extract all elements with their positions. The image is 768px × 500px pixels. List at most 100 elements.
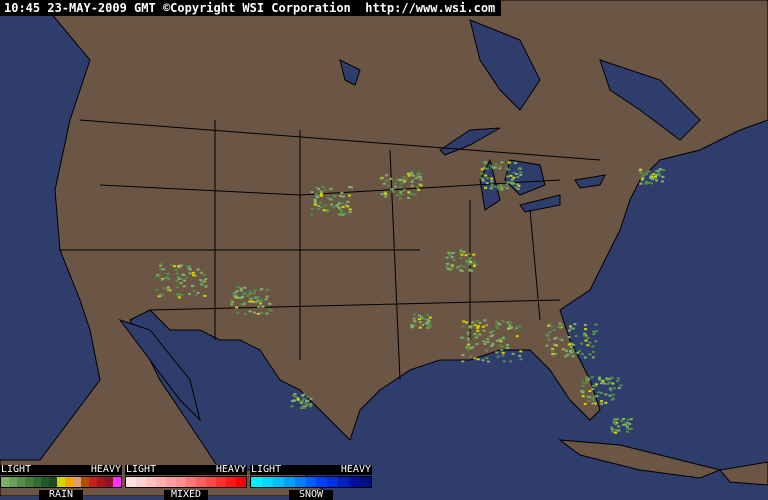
radar-echoes xyxy=(155,161,665,434)
radar-echo xyxy=(584,334,588,337)
radar-echo xyxy=(581,395,585,398)
radar-echo xyxy=(484,174,488,177)
radar-echo xyxy=(468,268,472,271)
radar-echo xyxy=(476,326,480,329)
radar-echo xyxy=(340,191,344,194)
radar-echo xyxy=(490,183,494,186)
radar-echo xyxy=(385,179,389,182)
radar-echo xyxy=(483,319,487,322)
radar-echo xyxy=(160,279,164,282)
radar-echo xyxy=(203,294,207,297)
radar-echo xyxy=(293,393,297,396)
radar-echo xyxy=(460,253,464,256)
radar-echo xyxy=(179,264,183,267)
radar-echo xyxy=(586,336,590,339)
radar-echo xyxy=(510,182,514,185)
radar-echo xyxy=(574,335,578,338)
radar-echo xyxy=(486,360,490,363)
radar-echo xyxy=(314,193,318,196)
legend-swatch xyxy=(81,477,89,487)
radar-echo xyxy=(248,293,252,296)
radar-echo xyxy=(568,325,572,328)
radar-echo xyxy=(506,343,510,346)
radar-echo xyxy=(466,331,470,334)
radar-echo xyxy=(316,208,320,211)
radar-echo xyxy=(450,264,454,267)
radar-echo xyxy=(518,325,522,328)
radar-echo xyxy=(424,322,428,325)
radar-echo xyxy=(608,387,612,390)
radar-echo xyxy=(395,178,399,181)
legend-swatch xyxy=(146,477,156,487)
radar-echo xyxy=(310,208,314,211)
radar-echo xyxy=(612,420,616,423)
radar-echo xyxy=(192,289,196,292)
radar-echo xyxy=(170,263,174,266)
radar-echo xyxy=(511,352,515,355)
radar-echo xyxy=(264,298,268,301)
legend-mixed: LIGHT HEAVY MIXED xyxy=(125,465,247,500)
radar-echo xyxy=(298,400,302,403)
radar-echo xyxy=(238,296,242,299)
radar-echo xyxy=(428,325,432,328)
radar-echo xyxy=(411,174,415,177)
radar-echo xyxy=(253,289,257,292)
radar-echo xyxy=(605,377,609,380)
radar-echo xyxy=(516,176,520,179)
radar-echo xyxy=(309,397,313,400)
radar-echo xyxy=(491,330,495,333)
radar-echo xyxy=(496,355,500,358)
radar-echo xyxy=(563,348,567,351)
radar-echo xyxy=(179,282,183,285)
radar-echo xyxy=(177,265,181,268)
radar-echo xyxy=(256,296,260,299)
radar-echo xyxy=(591,397,595,400)
radar-echo xyxy=(576,351,580,354)
radar-echo xyxy=(638,169,642,172)
radar-echo xyxy=(400,193,404,196)
legend-swatch xyxy=(166,477,176,487)
radar-echo xyxy=(592,395,596,398)
radar-echo xyxy=(516,183,520,186)
radar-echo xyxy=(604,393,608,396)
radar-echo xyxy=(518,354,522,357)
radar-echo xyxy=(593,384,597,387)
radar-echo xyxy=(190,284,194,287)
radar-echo xyxy=(317,187,321,190)
radar-echo xyxy=(624,423,628,426)
radar-echo xyxy=(412,319,416,322)
radar-echo xyxy=(178,266,182,269)
legend-swatch xyxy=(65,477,73,487)
legend-swatch xyxy=(9,477,17,487)
radar-echo xyxy=(256,299,260,302)
radar-echo xyxy=(459,264,463,267)
legend-swatch xyxy=(17,477,25,487)
timestamp-header: 10:45 23-MAY-2009 GMT ©Copyright WSI Cor… xyxy=(0,0,502,16)
radar-echo xyxy=(513,161,517,164)
radar-echo xyxy=(512,171,516,174)
hudson-bay xyxy=(339,19,701,141)
radar-echo xyxy=(251,300,255,303)
radar-echo xyxy=(485,357,489,360)
radar-echo xyxy=(469,269,473,272)
radar-echo xyxy=(398,185,402,188)
radar-echo xyxy=(416,174,420,177)
radar-echo xyxy=(384,174,388,177)
radar-echo xyxy=(302,397,306,400)
radar-echo xyxy=(482,340,486,343)
radar-echo xyxy=(386,184,390,187)
radar-echo xyxy=(617,425,621,428)
radar-echo xyxy=(639,171,643,174)
radar-echo xyxy=(640,178,644,181)
radar-echo xyxy=(161,278,165,281)
radar-echo xyxy=(626,427,630,430)
legend-swatch xyxy=(360,477,371,487)
radar-echo xyxy=(611,430,615,433)
radar-echo xyxy=(254,301,258,304)
radar-echo xyxy=(476,334,480,337)
radar-echo xyxy=(469,325,473,328)
radar-echo xyxy=(505,187,509,190)
radar-echo xyxy=(469,256,473,259)
radar-echo xyxy=(340,202,344,205)
radar-echo xyxy=(325,210,329,213)
